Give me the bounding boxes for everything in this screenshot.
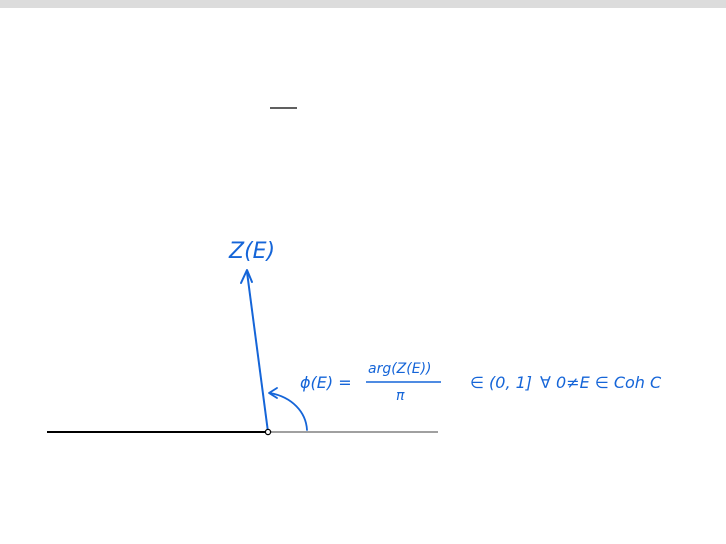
phase-lhs: ϕ(E) = <box>300 373 352 392</box>
phase-denominator: π <box>396 388 405 404</box>
angle-arc-arrowhead <box>268 387 278 399</box>
angle-arc <box>269 392 308 431</box>
vector-arrow-head <box>240 269 253 284</box>
origin-point <box>264 428 272 436</box>
vector-label: Z(E) <box>228 239 275 264</box>
quantifier-text: ∀ 0≠E ∈ Coh C <box>540 373 662 392</box>
phase-numerator: arg(Z(E)) <box>368 361 432 377</box>
top-toolbar-strip <box>0 0 726 8</box>
phase-range: ∈ (0, 1] <box>470 373 532 392</box>
vector-arrow-shaft <box>246 271 269 433</box>
